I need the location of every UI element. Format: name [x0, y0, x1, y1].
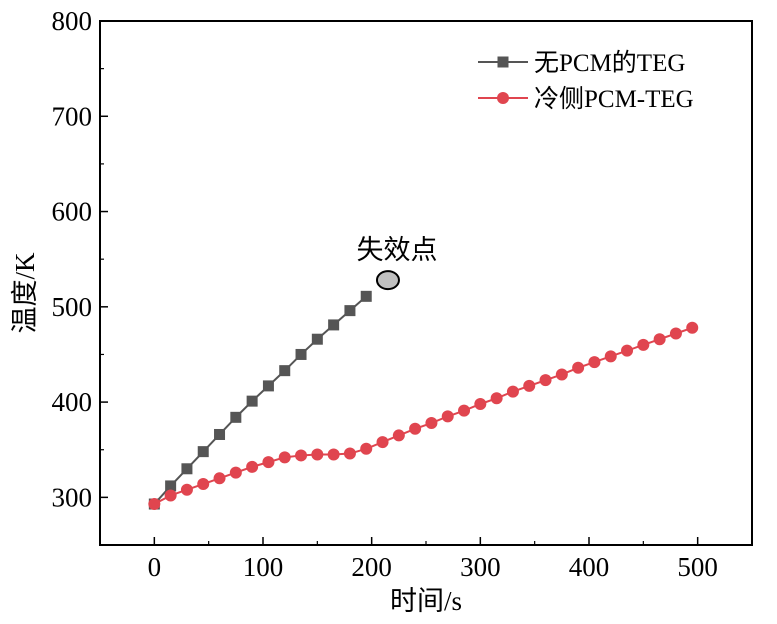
y-tick-label: 400: [52, 387, 93, 417]
legend-label: 无PCM的TEG: [534, 49, 685, 77]
data-point: [230, 411, 242, 423]
data-point: [637, 338, 650, 351]
data-point: [311, 333, 323, 345]
data-point: [392, 429, 405, 442]
data-point: [669, 327, 682, 340]
y-tick-label: 700: [52, 101, 93, 131]
legend-label: 冷侧PCM-TEG: [534, 85, 694, 113]
data-point: [343, 447, 356, 460]
series-line: [153, 326, 693, 505]
data-point: [588, 356, 601, 369]
data-point: [425, 417, 438, 430]
data-point: [246, 395, 258, 407]
data-point: [409, 422, 422, 435]
data-point: [344, 305, 356, 317]
data-point: [360, 442, 373, 455]
series-2: [148, 321, 699, 511]
data-point: [490, 392, 503, 405]
data-point: [197, 478, 210, 491]
y-tick-label: 500: [52, 292, 93, 322]
data-point: [295, 348, 307, 360]
data-point: [523, 379, 536, 392]
annotation-layer: 失效点: [356, 235, 437, 291]
data-point: [197, 446, 209, 458]
y-tick-label: 800: [52, 6, 93, 36]
failure-point-marker: [375, 270, 400, 291]
data-point: [572, 361, 585, 374]
data-point: [214, 428, 226, 440]
x-tick-label: 400: [569, 552, 610, 582]
data-point: [164, 489, 177, 502]
data-point: [506, 385, 519, 398]
x-tick-label: 500: [677, 552, 718, 582]
data-point: [604, 350, 617, 363]
y-axis-title: 温度/K: [10, 252, 40, 334]
data-point: [262, 380, 274, 392]
data-point: [328, 319, 340, 331]
data-point: [181, 463, 193, 475]
x-axis-ticks: 0 100 200 300 400 500: [99, 537, 753, 582]
data-point: [148, 498, 161, 511]
data-point: [686, 321, 699, 334]
x-tick-label: 200: [351, 552, 392, 582]
y-tick-label: 600: [52, 197, 93, 227]
data-point: [213, 472, 226, 485]
data-point: [621, 344, 634, 357]
data-point: [165, 480, 177, 492]
series-1: [148, 290, 372, 510]
legend: 无PCM的TEG 冷侧PCM-TEG: [478, 49, 694, 113]
y-axis-ticks: 300 400 500 600 700 800: [52, 6, 108, 512]
data-point: [474, 397, 487, 410]
data-point: [279, 365, 291, 377]
failure-point-label: 失效点: [356, 235, 437, 265]
data-point: [441, 410, 454, 423]
legend-marker: [497, 92, 509, 104]
x-tick-label: 100: [243, 552, 284, 582]
data-point: [458, 404, 471, 417]
x-tick-label: 300: [460, 552, 501, 582]
x-tick-label: 0: [148, 552, 162, 582]
data-point: [360, 290, 372, 302]
data-point: [653, 333, 666, 346]
data-point: [555, 368, 568, 381]
legend-item-1: 无PCM的TEG: [478, 49, 685, 77]
data-point: [295, 449, 308, 462]
data-point: [246, 460, 259, 473]
data-point: [376, 436, 389, 449]
legend-item-2: 冷侧PCM-TEG: [478, 85, 694, 113]
data-point: [278, 451, 291, 464]
data-point: [539, 374, 552, 387]
series-layer: [148, 290, 699, 511]
legend-marker: [497, 56, 509, 68]
data-point: [180, 483, 193, 496]
data-point: [311, 448, 324, 461]
y-tick-label: 300: [52, 482, 93, 512]
data-point: [262, 456, 275, 469]
data-point: [229, 466, 242, 479]
data-point: [327, 448, 340, 461]
x-axis-title: 时间/s: [390, 586, 462, 616]
